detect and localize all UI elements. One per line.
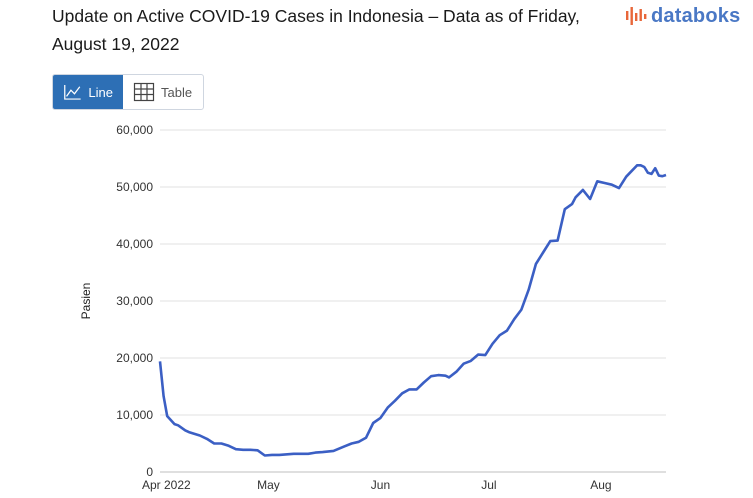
table-view-label: Table [161,84,193,100]
y-tick-label: 20,000 [116,351,153,365]
table-grid-icon [133,82,155,102]
databoks-logo[interactable]: databoks [625,4,740,28]
logo-mark-icon [626,7,647,25]
line-chart-icon [64,84,81,100]
gridlines [160,129,666,473]
x-tick-label: Jul [481,478,496,492]
y-axis-label: Pasien [79,283,93,320]
x-tick-label: May [257,478,280,492]
chart-title: Update on Active COVID-19 Cases in Indon… [52,6,580,54]
y-tick-label: 40,000 [116,237,153,251]
view-toggle: Line Table [52,74,204,110]
x-tick-label: Aug [590,478,611,492]
line-view-button[interactable]: Line [53,75,123,109]
x-axis-ticks: Apr 2022 May Jun Jul Aug [142,478,612,492]
table-view-button[interactable]: Table [123,75,203,109]
y-tick-label: 10,000 [116,408,153,422]
line-view-label: Line [88,84,113,100]
y-tick-label: 50,000 [116,180,153,194]
y-tick-label: 30,000 [116,294,153,308]
x-tick-label: Jun [371,478,390,492]
y-axis-ticks: 0 10,000 20,000 30,000 40,000 50,000 60,000 [116,123,153,479]
y-tick-label: 60,000 [116,123,153,137]
series-line [158,164,667,457]
x-tick-label: Apr 2022 [142,478,191,492]
y-tick-label: 0 [146,465,153,479]
logo-text: databoks [651,4,741,27]
